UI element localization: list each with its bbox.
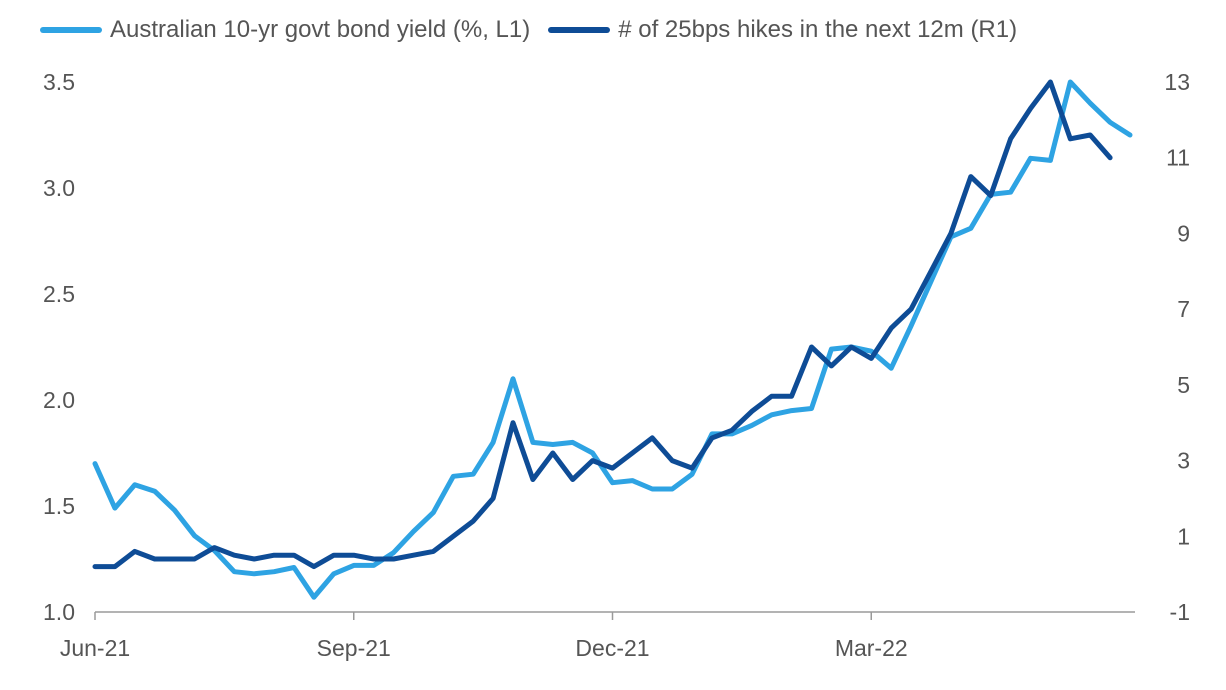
y-right-tick-label: 13 [1164,69,1190,95]
y-right-tick-label: 11 [1166,145,1190,171]
y-left-tick-label: 2.0 [43,387,75,413]
legend-label-hikes: # of 25bps hikes in the next 12m (R1) [618,16,1018,43]
y-right-tick-label: 7 [1177,296,1190,322]
y-right-tick-label: 3 [1177,448,1190,474]
legend-item-hikes[interactable]: # of 25bps hikes in the next 12m (R1) [548,16,1017,44]
y-left-tick-label: 1.5 [43,493,75,519]
chart-legend: Australian 10-yr govt bond yield (%, L1)… [40,10,1035,50]
legend-item-bond-yield[interactable]: Australian 10-yr govt bond yield (%, L1) [40,16,530,44]
y-right-tick-label: -1 [1170,599,1190,625]
series-line-bond-yield [92,79,1133,600]
x-tick-label: Sep-21 [317,635,391,661]
series-line-hikes [92,79,1113,570]
y-right-tick-label: 9 [1177,220,1190,246]
x-tick-label: Mar-22 [835,635,908,661]
y-right-tick-label: 5 [1177,372,1190,398]
y-right-tick-label: 1 [1177,523,1190,549]
y-left-tick-label: 1.0 [43,599,75,625]
legend-label-bond-yield: Australian 10-yr govt bond yield (%, L1) [110,16,531,43]
y-left-tick-label: 2.5 [43,281,75,307]
legend-swatch-hikes [548,27,611,33]
x-tick-label: Jun-21 [60,635,130,661]
legend-swatch-bond-yield [40,27,102,33]
x-tick-label: Dec-21 [575,635,649,661]
y-left-tick-label: 3.5 [43,69,75,95]
y-left-tick-label: 3.0 [43,175,75,201]
